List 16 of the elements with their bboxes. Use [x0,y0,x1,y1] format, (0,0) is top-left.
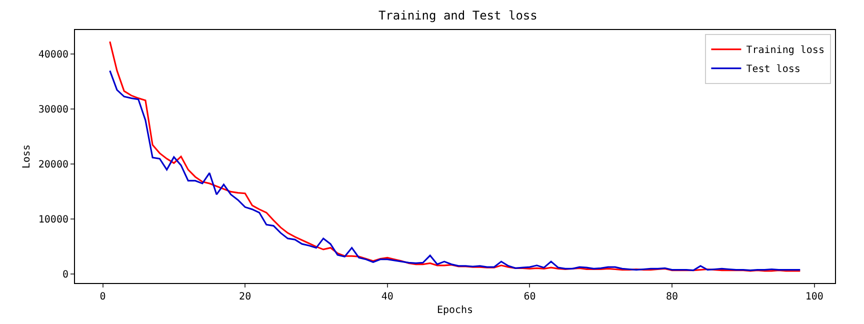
chart-title: Training and Test loss [378,8,538,23]
y-tick-label: 20000 [38,160,68,171]
y-tick-label: 10000 [38,214,68,226]
legend-label: Training loss [746,45,824,56]
x-tick-label: 40 [381,292,394,302]
x-tick-label: 60 [524,292,536,302]
x-tick-label: 20 [239,292,252,302]
x-axis-title: Epochs [436,305,474,316]
y-tick-label: 40000 [38,50,68,61]
x-tick-label: 0 [100,292,106,302]
y-tick-label: 0 [62,270,68,281]
y-tick-label: 30000 [38,104,68,116]
x-tick-label: 100 [805,292,824,302]
x-tick-label: 80 [666,292,678,302]
y-axis-title: Loss [21,144,32,169]
legend-label: Test loss [746,64,800,76]
